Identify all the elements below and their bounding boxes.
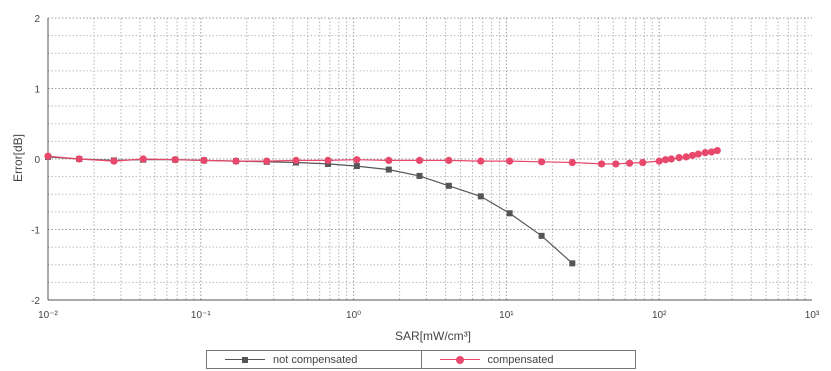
point-compensated xyxy=(415,156,424,165)
point-not-compensated xyxy=(416,172,423,179)
y-tick-label: 2 xyxy=(34,14,40,25)
point-not-compensated xyxy=(385,166,392,173)
point-compensated xyxy=(506,157,514,165)
point-not-compensated xyxy=(569,260,576,267)
point-compensated xyxy=(171,156,179,164)
chart: 10⁻² 10⁻¹ 10⁰ 10¹ 10² 10³ -2 -1 0 1 2 SAR[mW/cm³]… xyxy=(11,14,820,343)
point-compensated xyxy=(139,155,147,163)
y-axis-label: Error[dB] xyxy=(11,134,25,182)
point-compensated xyxy=(477,157,485,165)
point-compensated xyxy=(655,157,663,165)
legend-label-compensated: compensated xyxy=(487,353,554,366)
point-not-compensated xyxy=(353,163,360,170)
point-compensated xyxy=(445,156,453,165)
legend-swatch-not-compensated xyxy=(225,355,265,365)
point-compensated xyxy=(232,157,240,165)
x-tick-label: 10⁻² xyxy=(38,310,58,321)
legend-entry-compensated: compensated xyxy=(420,351,636,368)
y-tick-label: 1 xyxy=(34,85,40,96)
x-tick-label: 10² xyxy=(652,310,667,321)
point-not-compensated xyxy=(445,182,452,189)
point-compensated xyxy=(667,155,675,163)
point-not-compensated xyxy=(506,210,513,217)
point-compensated xyxy=(385,156,393,165)
point-compensated xyxy=(661,156,670,164)
legend-entry-not-compensated: not compensated xyxy=(207,354,421,366)
point-compensated xyxy=(612,160,620,168)
point-compensated xyxy=(538,158,546,166)
series-markers xyxy=(44,146,721,267)
x-tick-label: 10¹ xyxy=(499,310,514,321)
x-tick-label: 10⁻¹ xyxy=(191,310,211,321)
point-compensated xyxy=(694,150,702,158)
x-tick-label: 10⁰ xyxy=(346,310,361,321)
x-tick-label: 10³ xyxy=(805,310,820,321)
point-compensated xyxy=(75,155,83,163)
point-not-compensated xyxy=(477,193,484,200)
y-tick-label: 0 xyxy=(34,155,40,166)
point-compensated xyxy=(701,149,709,157)
legend-swatch-compensated xyxy=(439,355,480,365)
y-tick-labels: -2 -1 0 1 2 xyxy=(31,14,40,307)
point-not-compensated xyxy=(538,232,545,239)
series-lines xyxy=(47,149,718,264)
x-axis-label: SAR[mW/cm³] xyxy=(395,329,471,343)
point-compensated xyxy=(598,160,606,168)
legend-label-not-compensated: not compensated xyxy=(273,353,358,366)
point-compensated xyxy=(292,156,300,165)
legend: not compensated compensated xyxy=(206,350,636,369)
x-tick-labels: 10⁻² 10⁻¹ 10⁰ 10¹ 10² 10³ xyxy=(38,310,820,321)
point-compensated xyxy=(263,157,271,165)
point-compensated xyxy=(44,152,52,160)
point-compensated xyxy=(324,156,332,165)
point-compensated xyxy=(707,148,716,156)
point-compensated xyxy=(713,146,721,155)
point-compensated xyxy=(568,158,576,167)
point-compensated xyxy=(675,153,683,162)
point-compensated xyxy=(625,159,634,167)
point-compensated xyxy=(110,157,118,165)
point-compensated xyxy=(682,153,690,161)
point-compensated xyxy=(688,151,697,160)
point-compensated xyxy=(200,156,208,165)
y-tick-label: -1 xyxy=(31,226,40,237)
y-tick-label: -2 xyxy=(31,296,40,307)
point-compensated xyxy=(639,158,647,167)
point-compensated xyxy=(353,156,361,164)
